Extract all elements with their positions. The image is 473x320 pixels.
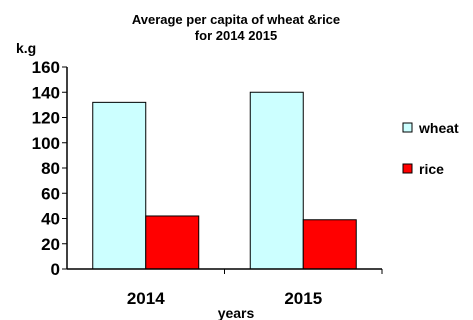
- chart-title-line1: Average per capita of wheat &rice: [132, 12, 340, 27]
- legend-label-wheat: wheat: [418, 120, 459, 136]
- plot-area: 0 20 40 60 80 100 120 140 160 2014 2015: [32, 58, 383, 308]
- chart-title-line2: for 2014 2015: [195, 28, 277, 43]
- y-tick-label-40: 40: [41, 210, 60, 229]
- x-tick-label-2015: 2015: [284, 289, 322, 308]
- y-axis-label: k.g: [16, 40, 36, 56]
- y-tick-label-140: 140: [32, 83, 60, 102]
- y-tick-label-100: 100: [32, 134, 60, 153]
- legend: wheat rice: [402, 120, 459, 177]
- y-tick-label-60: 60: [41, 184, 60, 203]
- legend-swatch-rice: [402, 163, 413, 174]
- y-tick-label-20: 20: [41, 235, 60, 254]
- bar-wheat-2014: [92, 101, 147, 270]
- bar-rice-2015: [302, 219, 357, 270]
- y-tick-label-160: 160: [32, 58, 60, 77]
- y-tick-label-120: 120: [32, 109, 60, 128]
- legend-label-rice: rice: [419, 161, 444, 177]
- legend-swatch-wheat: [402, 122, 413, 133]
- y-tick-label-0: 0: [51, 260, 60, 279]
- y-tick-label-80: 80: [41, 159, 60, 178]
- x-tick-label-2014: 2014: [127, 289, 165, 308]
- bar-rice-2014: [145, 215, 200, 270]
- x-axis-label: years: [218, 305, 255, 320]
- bar-wheat-2015: [249, 91, 304, 270]
